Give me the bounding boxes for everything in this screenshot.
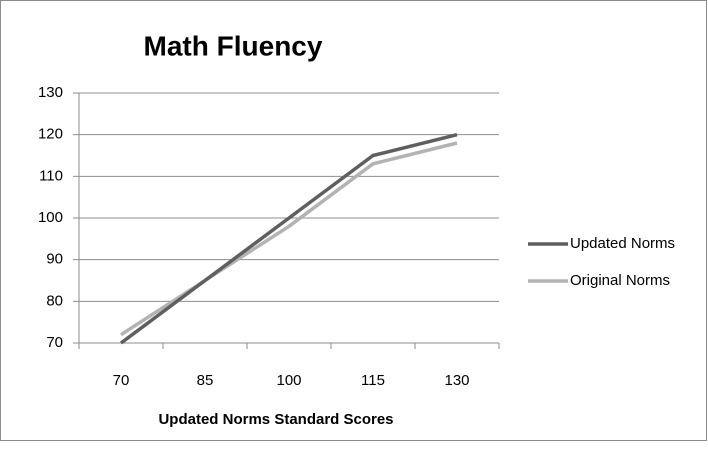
y-tick-label: 90 bbox=[46, 251, 63, 268]
x-tick-label: 70 bbox=[113, 372, 130, 389]
y-tick-label: 70 bbox=[46, 334, 63, 351]
y-tick-label: 100 bbox=[38, 209, 63, 226]
series-line bbox=[120, 141, 458, 337]
x-tick-label: 85 bbox=[197, 372, 214, 389]
chart-frame bbox=[0, 0, 707, 441]
chart-title: Math Fluency bbox=[144, 30, 323, 61]
x-tick-label: 130 bbox=[444, 372, 469, 389]
legend-label: Updated Norms bbox=[570, 235, 675, 252]
x-tick-label: 100 bbox=[276, 372, 301, 389]
series-line bbox=[119, 132, 458, 345]
y-tick-label: 120 bbox=[38, 126, 63, 143]
x-tick-label: 115 bbox=[361, 372, 385, 389]
y-tick-label: 130 bbox=[38, 84, 63, 101]
y-tick-label: 80 bbox=[46, 292, 63, 309]
x-axis-title: Updated Norms Standard Scores bbox=[158, 411, 393, 428]
y-tick-label: 110 bbox=[39, 167, 63, 184]
legend-label: Original Norms bbox=[570, 272, 670, 289]
